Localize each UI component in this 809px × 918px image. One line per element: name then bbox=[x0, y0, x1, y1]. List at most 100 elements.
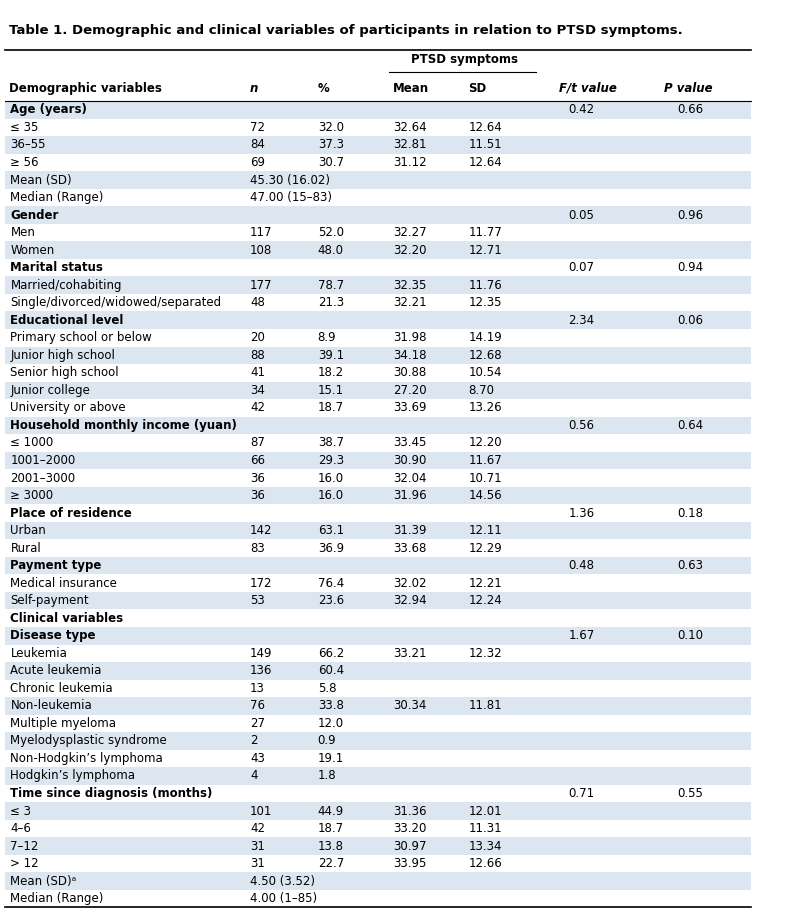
Text: 0.96: 0.96 bbox=[677, 208, 704, 221]
Text: ≥ 56: ≥ 56 bbox=[11, 156, 39, 169]
Text: Myelodysplastic syndrome: Myelodysplastic syndrome bbox=[11, 734, 167, 747]
Bar bbox=[5, 172, 751, 189]
Text: Household monthly income (yuan): Household monthly income (yuan) bbox=[11, 419, 237, 432]
Text: 31.96: 31.96 bbox=[393, 489, 426, 502]
Text: Median (Range): Median (Range) bbox=[11, 191, 104, 204]
Text: 87: 87 bbox=[250, 436, 265, 450]
Text: 38.7: 38.7 bbox=[318, 436, 344, 450]
Bar bbox=[5, 767, 751, 785]
Text: 52.0: 52.0 bbox=[318, 226, 344, 239]
Text: 41: 41 bbox=[250, 366, 265, 379]
Text: Women: Women bbox=[11, 243, 55, 257]
Bar bbox=[5, 417, 751, 434]
Text: 12.29: 12.29 bbox=[468, 542, 502, 554]
Text: 0.07: 0.07 bbox=[569, 261, 595, 274]
Bar bbox=[5, 890, 751, 908]
Text: 0.66: 0.66 bbox=[677, 104, 704, 117]
Text: 30.90: 30.90 bbox=[393, 454, 426, 467]
Text: 12.0: 12.0 bbox=[318, 717, 344, 730]
Text: 66: 66 bbox=[250, 454, 265, 467]
Text: SD: SD bbox=[468, 82, 486, 95]
Bar bbox=[5, 820, 751, 837]
Text: 7–12: 7–12 bbox=[11, 840, 39, 853]
Text: 32.04: 32.04 bbox=[393, 472, 426, 485]
Text: 0.56: 0.56 bbox=[569, 419, 595, 432]
Text: 47.00 (15–83): 47.00 (15–83) bbox=[250, 191, 332, 204]
Text: 0.48: 0.48 bbox=[569, 559, 595, 572]
Text: 172: 172 bbox=[250, 577, 273, 589]
Text: 34.18: 34.18 bbox=[393, 349, 426, 362]
Text: 30.88: 30.88 bbox=[393, 366, 426, 379]
Text: 18.7: 18.7 bbox=[318, 823, 344, 835]
Text: > 12: > 12 bbox=[11, 857, 39, 870]
Text: Clinical variables: Clinical variables bbox=[11, 611, 124, 625]
Bar bbox=[5, 118, 751, 136]
Text: 33.95: 33.95 bbox=[393, 857, 426, 870]
Bar bbox=[5, 785, 751, 802]
Text: Place of residence: Place of residence bbox=[11, 507, 132, 520]
Bar bbox=[5, 382, 751, 399]
Text: 36–55: 36–55 bbox=[11, 139, 46, 151]
Text: ≤ 3: ≤ 3 bbox=[11, 804, 32, 818]
Text: Single/divorced/widowed/separated: Single/divorced/widowed/separated bbox=[11, 297, 222, 309]
Bar bbox=[5, 487, 751, 504]
Text: 142: 142 bbox=[250, 524, 273, 537]
Text: 78.7: 78.7 bbox=[318, 279, 344, 292]
Text: 12.01: 12.01 bbox=[468, 804, 502, 818]
Text: Medical insurance: Medical insurance bbox=[11, 577, 117, 589]
Text: 15.1: 15.1 bbox=[318, 384, 344, 397]
Text: 2.34: 2.34 bbox=[568, 314, 595, 327]
Text: Junior college: Junior college bbox=[11, 384, 91, 397]
Text: 0.18: 0.18 bbox=[678, 507, 704, 520]
Text: 149: 149 bbox=[250, 647, 273, 660]
Text: F/t value: F/t value bbox=[559, 82, 616, 95]
Text: 108: 108 bbox=[250, 243, 272, 257]
Text: 21.3: 21.3 bbox=[318, 297, 344, 309]
Text: 8.70: 8.70 bbox=[468, 384, 494, 397]
Text: 1.36: 1.36 bbox=[568, 507, 595, 520]
Text: Age (years): Age (years) bbox=[11, 104, 87, 117]
Text: Disease type: Disease type bbox=[11, 629, 96, 643]
Text: 12.64: 12.64 bbox=[468, 156, 502, 169]
Text: 13.26: 13.26 bbox=[468, 401, 502, 414]
Text: 32.21: 32.21 bbox=[393, 297, 426, 309]
Bar bbox=[5, 189, 751, 207]
Bar bbox=[5, 241, 751, 259]
Text: 0.63: 0.63 bbox=[678, 559, 704, 572]
Text: 16.0: 16.0 bbox=[318, 472, 344, 485]
Text: 42: 42 bbox=[250, 823, 265, 835]
Text: 31: 31 bbox=[250, 840, 265, 853]
Text: Table 1. Demographic and clinical variables of participants in relation to PTSD : Table 1. Demographic and clinical variab… bbox=[9, 24, 683, 38]
Bar bbox=[5, 575, 751, 592]
Text: 29.3: 29.3 bbox=[318, 454, 344, 467]
Text: 117: 117 bbox=[250, 226, 273, 239]
Text: %: % bbox=[318, 82, 329, 95]
Bar bbox=[5, 872, 751, 890]
Text: ≥ 3000: ≥ 3000 bbox=[11, 489, 53, 502]
Text: 0.42: 0.42 bbox=[568, 104, 595, 117]
Text: 0.10: 0.10 bbox=[678, 629, 704, 643]
Text: 32.81: 32.81 bbox=[393, 139, 426, 151]
Bar bbox=[5, 662, 751, 679]
Text: 11.76: 11.76 bbox=[468, 279, 502, 292]
Text: 60.4: 60.4 bbox=[318, 665, 344, 677]
Text: 12.35: 12.35 bbox=[468, 297, 502, 309]
Text: Junior high school: Junior high school bbox=[11, 349, 116, 362]
Text: 11.31: 11.31 bbox=[468, 823, 502, 835]
Text: 31.36: 31.36 bbox=[393, 804, 426, 818]
Bar bbox=[5, 521, 751, 540]
Text: 32.94: 32.94 bbox=[393, 594, 426, 607]
Text: 36: 36 bbox=[250, 472, 265, 485]
Text: 48: 48 bbox=[250, 297, 265, 309]
Text: 12.32: 12.32 bbox=[468, 647, 502, 660]
Bar bbox=[5, 434, 751, 452]
Text: 0.64: 0.64 bbox=[677, 419, 704, 432]
Text: 11.51: 11.51 bbox=[468, 139, 502, 151]
Text: 0.94: 0.94 bbox=[677, 261, 704, 274]
Text: Multiple myeloma: Multiple myeloma bbox=[11, 717, 116, 730]
Bar bbox=[5, 452, 751, 469]
Text: 177: 177 bbox=[250, 279, 273, 292]
Bar bbox=[5, 627, 751, 644]
Text: 8.9: 8.9 bbox=[318, 331, 337, 344]
Bar bbox=[5, 837, 751, 855]
